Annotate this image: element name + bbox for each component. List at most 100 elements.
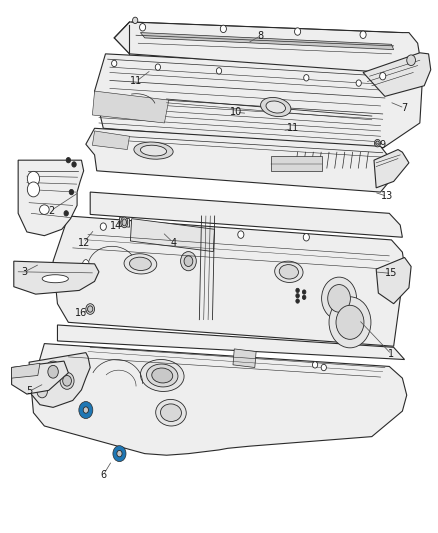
Circle shape <box>184 256 193 266</box>
Polygon shape <box>233 349 256 368</box>
Circle shape <box>380 72 386 80</box>
Circle shape <box>328 285 350 312</box>
Ellipse shape <box>82 260 90 276</box>
Polygon shape <box>374 150 409 188</box>
Ellipse shape <box>130 257 151 271</box>
Circle shape <box>312 362 318 368</box>
Circle shape <box>66 158 71 163</box>
Circle shape <box>140 23 146 31</box>
Circle shape <box>220 25 226 33</box>
Text: 11: 11 <box>130 77 142 86</box>
Circle shape <box>79 401 93 418</box>
Ellipse shape <box>121 217 128 228</box>
Ellipse shape <box>42 274 68 282</box>
Circle shape <box>155 64 160 70</box>
Polygon shape <box>57 325 405 360</box>
Text: 11: 11 <box>287 123 299 133</box>
Text: 15: 15 <box>385 269 398 278</box>
Circle shape <box>88 306 93 312</box>
Ellipse shape <box>124 254 157 274</box>
Polygon shape <box>92 131 130 150</box>
Circle shape <box>64 211 68 216</box>
Polygon shape <box>31 344 407 455</box>
Ellipse shape <box>160 404 181 422</box>
Circle shape <box>133 17 138 23</box>
Circle shape <box>180 252 196 271</box>
Polygon shape <box>18 160 84 236</box>
Ellipse shape <box>275 261 303 282</box>
Circle shape <box>294 28 300 35</box>
Circle shape <box>302 290 306 294</box>
Circle shape <box>360 31 366 38</box>
Ellipse shape <box>261 98 291 117</box>
Polygon shape <box>14 261 99 294</box>
Circle shape <box>374 140 381 147</box>
Text: 5: 5 <box>26 386 32 397</box>
Circle shape <box>72 162 76 167</box>
Polygon shape <box>363 53 431 96</box>
Text: 3: 3 <box>21 267 28 277</box>
Circle shape <box>303 233 309 241</box>
Circle shape <box>63 375 71 386</box>
Text: 6: 6 <box>100 470 106 480</box>
Circle shape <box>115 448 124 459</box>
Circle shape <box>321 277 357 320</box>
Ellipse shape <box>141 145 166 156</box>
Text: 8: 8 <box>258 31 264 41</box>
Circle shape <box>304 75 309 81</box>
Circle shape <box>48 366 58 378</box>
Polygon shape <box>53 216 405 346</box>
Text: 16: 16 <box>75 308 88 318</box>
Polygon shape <box>114 22 420 72</box>
Polygon shape <box>120 217 130 227</box>
Circle shape <box>329 297 371 348</box>
Circle shape <box>216 68 222 74</box>
Polygon shape <box>12 364 40 378</box>
Circle shape <box>112 60 117 67</box>
Polygon shape <box>92 91 169 123</box>
Ellipse shape <box>279 264 298 279</box>
Ellipse shape <box>266 101 286 113</box>
Circle shape <box>117 450 122 457</box>
Polygon shape <box>12 361 68 394</box>
Circle shape <box>296 299 299 303</box>
Text: 10: 10 <box>230 107 243 117</box>
Ellipse shape <box>155 399 186 426</box>
Circle shape <box>83 407 88 413</box>
Circle shape <box>407 55 416 66</box>
Circle shape <box>27 182 39 197</box>
Text: 9: 9 <box>380 140 386 150</box>
Text: 14: 14 <box>110 221 123 231</box>
Circle shape <box>356 80 361 86</box>
Ellipse shape <box>39 205 49 214</box>
Circle shape <box>302 295 306 300</box>
Circle shape <box>321 365 326 370</box>
Text: 4: 4 <box>170 238 176 247</box>
Text: 1: 1 <box>389 349 395 359</box>
Circle shape <box>238 231 244 238</box>
Circle shape <box>27 171 39 186</box>
Circle shape <box>336 305 364 340</box>
Ellipse shape <box>122 219 127 226</box>
Polygon shape <box>95 54 422 150</box>
Polygon shape <box>131 219 215 252</box>
Circle shape <box>37 385 47 398</box>
Circle shape <box>44 361 62 382</box>
Polygon shape <box>141 33 394 50</box>
Polygon shape <box>86 128 394 192</box>
Circle shape <box>376 141 379 146</box>
Circle shape <box>69 189 74 195</box>
Ellipse shape <box>147 364 178 387</box>
Text: 2: 2 <box>48 206 54 216</box>
Circle shape <box>86 304 95 314</box>
FancyBboxPatch shape <box>272 156 321 171</box>
Circle shape <box>100 223 106 230</box>
Circle shape <box>60 372 74 389</box>
Circle shape <box>113 446 126 462</box>
Polygon shape <box>376 257 411 304</box>
Circle shape <box>296 288 299 293</box>
Text: 13: 13 <box>381 191 393 201</box>
Polygon shape <box>29 353 90 407</box>
Text: 7: 7 <box>402 103 408 113</box>
Circle shape <box>296 294 299 298</box>
